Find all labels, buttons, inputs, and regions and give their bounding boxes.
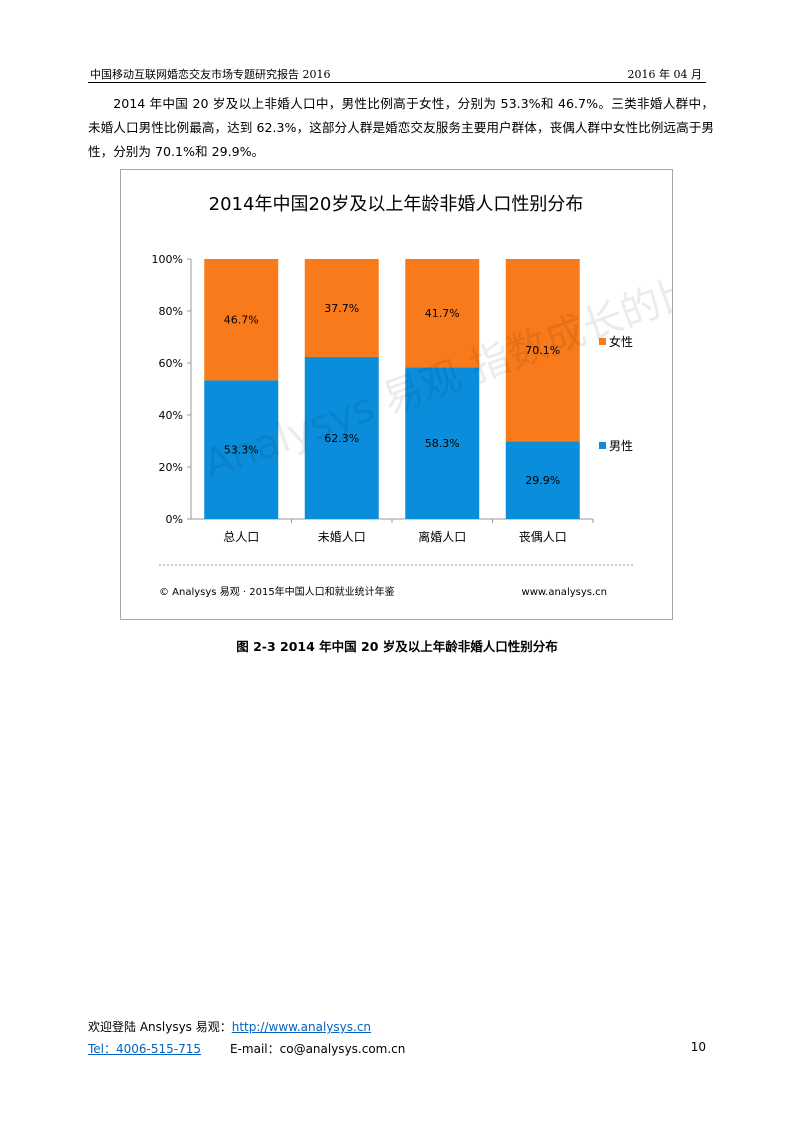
- x-tick-label: 离婚人口: [418, 529, 466, 544]
- legend-label: 女性: [609, 334, 633, 349]
- bar-data-label: 41.7%: [425, 307, 460, 320]
- x-tick-label: 丧偶人口: [519, 530, 567, 544]
- legend-label: 男性: [609, 439, 633, 453]
- chart-website: www.analysys.cn: [522, 587, 607, 598]
- chart-source: © Analysys 易观 · 2015年中国人口和就业统计年鉴: [159, 585, 395, 598]
- bar-segment-female: [405, 259, 480, 368]
- chart-svg: 2014年中国20岁及以上年龄非婚人口性别分布 0% 20% 40% 60% 80% 100…: [152, 194, 672, 598]
- chart-figure: 2014年中国20岁及以上年龄非婚人口性别分布 0% 20% 40% 60% 80% 100…: [120, 169, 673, 620]
- x-tick-label: 总人口: [223, 530, 259, 544]
- header-title: 中国移动互联网婚恋交友市场专题研究报告 2016: [90, 68, 331, 81]
- y-tick-label: 60%: [159, 357, 183, 370]
- y-tick-label: 80%: [159, 305, 183, 318]
- bar-data-label: 62.3%: [324, 432, 359, 445]
- y-tick-label: 0%: [166, 513, 183, 526]
- bar-segment-female: [505, 259, 580, 442]
- page-number: 10: [690, 1040, 706, 1054]
- footer-welcome: 欢迎登陆 Anslysys 易观：http://www.analysys.cn: [88, 1018, 371, 1035]
- body-paragraph: 2014 年中国 20 岁及以上非婚人口中，男性比例高于女性，分别为 53.3%…: [88, 96, 714, 159]
- bar-segment-male: [505, 441, 580, 519]
- bar-segment-female: [204, 259, 279, 381]
- header-date: 2016 年 04 月: [627, 68, 702, 81]
- bar-data-label: 37.7%: [324, 302, 359, 315]
- bar-data-label: 53.3%: [224, 444, 259, 457]
- legend-swatch-female: [599, 338, 606, 345]
- footer-tel-link[interactable]: Tel：4006-515-715: [88, 1042, 202, 1056]
- footer-email: E-mail：co@analysys.com.cn: [230, 1042, 406, 1056]
- bar-data-label: 58.3%: [425, 437, 460, 450]
- footer-welcome-text: 欢迎登陆 Anslysys 易观：: [88, 1020, 232, 1034]
- bar-segment-male: [304, 357, 379, 519]
- y-tick-label: 40%: [159, 409, 183, 422]
- x-tick-label: 未婚人口: [318, 530, 366, 544]
- bar-segment-male: [204, 380, 279, 519]
- bar-data-label: 70.1%: [525, 344, 560, 357]
- y-tick-label: 20%: [159, 461, 183, 474]
- page-header: 中国移动互联网婚恋交友市场专题研究报告 2016 2016 年 04 月: [88, 62, 706, 83]
- bar-segment-male: [405, 367, 480, 519]
- y-tick-label: 100%: [152, 253, 183, 266]
- figure-caption: 图 2-3 2014 年中国 20 岁及以上年龄非婚人口性别分布: [236, 639, 558, 654]
- bar-data-label: 46.7%: [224, 314, 259, 327]
- bar-data-label: 29.9%: [525, 474, 560, 487]
- chart-title: 2014年中国20岁及以上年龄非婚人口性别分布: [209, 194, 584, 215]
- bar-segment-female: [304, 259, 379, 358]
- legend-swatch-male: [599, 442, 606, 449]
- footer-url-link[interactable]: http://www.analysys.cn: [231, 1020, 372, 1034]
